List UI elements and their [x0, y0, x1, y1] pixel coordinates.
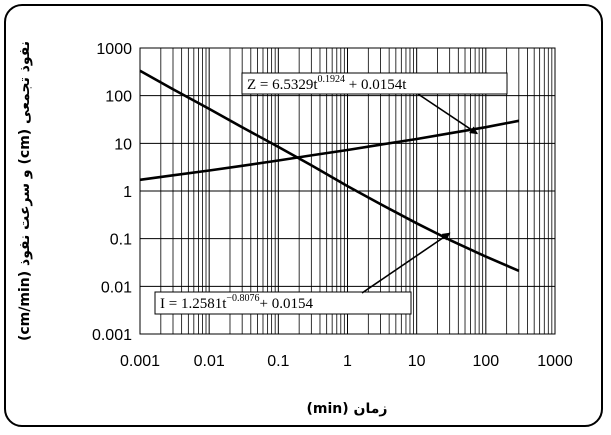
- x-tick-label: 0.001: [120, 353, 160, 370]
- x-tick-label: 10: [408, 353, 426, 370]
- y-tick-label: 0.1: [110, 232, 132, 249]
- y-tick-label: 10: [114, 136, 132, 153]
- y-tick-label: 0.001: [92, 327, 132, 344]
- eq-i-tail: + 0.0154: [260, 296, 314, 312]
- y-axis-title: نفوذ تجمعی (cm) و سرعت نفوذ (cm/min): [17, 41, 33, 341]
- eq-z-main: Z = 6.5329t: [247, 77, 318, 93]
- series-line-i: [139, 69, 520, 272]
- x-tick-label: 0.1: [267, 353, 289, 370]
- series-layer: [139, 69, 520, 272]
- eq-i-exp: −0.8076: [226, 293, 259, 304]
- x-axis-title: زمان (min): [307, 401, 388, 417]
- annotation-layer: Z = 6.5329t0.1924 + 0.0154t I = 1.2581t−…: [154, 72, 508, 315]
- x-tick-label: 1: [343, 353, 352, 370]
- eq-i-main: I = 1.2581t: [160, 296, 227, 312]
- eq-label-z: Z = 6.5329t0.1924 + 0.0154t: [247, 74, 407, 93]
- y-tick-label: 1: [123, 184, 132, 201]
- eq-z-tail: + 0.0154t: [345, 77, 407, 93]
- x-tick-label: 100: [472, 353, 499, 370]
- y-tick-label: 1000: [96, 41, 132, 58]
- x-tick-label: 1000: [537, 353, 573, 370]
- eq-box-i: [154, 291, 412, 315]
- tick-layer: 0.001 0.01 0.1 1 10 100 1000 0.001 0.01 0.1 1 10 100…: [92, 41, 573, 370]
- x-tick-label: 0.01: [194, 353, 225, 370]
- y-tick-label: 100: [105, 89, 132, 106]
- arrow-z: [417, 93, 479, 135]
- y-tick-label: 0.01: [101, 279, 132, 296]
- eq-box-z: [241, 72, 508, 95]
- series-line-z: [139, 119, 520, 182]
- grid-layer: [139, 48, 555, 334]
- arrow-i: [361, 232, 451, 294]
- eq-label-i: I = 1.2581t−0.8076+ 0.0154: [160, 293, 313, 312]
- eq-z-exp: 0.1924: [318, 74, 346, 85]
